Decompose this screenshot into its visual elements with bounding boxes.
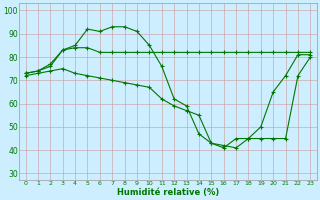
- X-axis label: Humidité relative (%): Humidité relative (%): [117, 188, 219, 197]
